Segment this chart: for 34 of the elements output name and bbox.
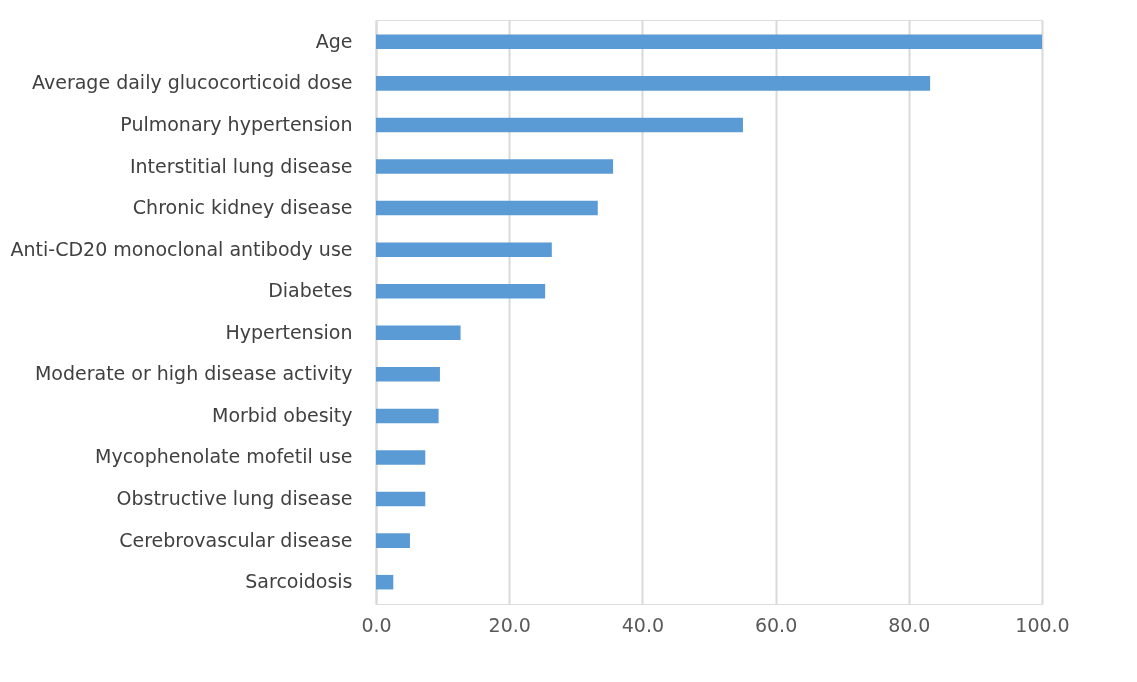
y-tick-label: Average daily glucocorticoid dose <box>32 71 353 94</box>
y-tick-label: Morbid obesity <box>211 403 353 426</box>
y-tick-label: Moderate or high disease activity <box>34 362 353 385</box>
x-tick-label: 60.0 <box>754 613 798 636</box>
y-tick-label: Chronic kidney disease <box>132 196 353 219</box>
y-tick-label: Interstitial lung disease <box>129 154 353 177</box>
bar <box>376 283 546 299</box>
y-tick-label: Age <box>315 29 353 52</box>
y-tick-label: Cerebrovascular disease <box>119 528 353 551</box>
y-tick-label: Pulmonary hypertension <box>120 112 353 135</box>
bar <box>376 34 1042 50</box>
bar <box>376 574 394 590</box>
y-tick-label: Diabetes <box>268 279 353 302</box>
bar <box>376 367 440 382</box>
x-tick-label: 100.0 <box>1015 613 1070 636</box>
bar <box>376 117 743 133</box>
y-tick-label: Hypertension <box>225 320 353 343</box>
bar <box>376 200 598 216</box>
bar <box>376 76 931 91</box>
bar <box>376 491 426 507</box>
y-tick-label: Sarcoidosis <box>245 570 353 593</box>
y-tick-label: Mycophenolate mofetil use <box>95 445 353 468</box>
x-tick-label: 40.0 <box>621 613 665 636</box>
bar <box>376 159 614 174</box>
x-tick-label: 20.0 <box>488 613 531 636</box>
x-tick-label: 0.0 <box>361 613 392 636</box>
bar <box>376 408 439 424</box>
bar <box>376 325 461 341</box>
bar <box>376 450 426 465</box>
bar <box>376 242 552 257</box>
y-tick-label: Obstructive lung disease <box>116 487 353 510</box>
x-tick-label: 80.0 <box>888 613 931 636</box>
bar <box>376 533 410 548</box>
y-tick-label: Anti-CD20 monoclonal antibody use <box>10 237 353 260</box>
